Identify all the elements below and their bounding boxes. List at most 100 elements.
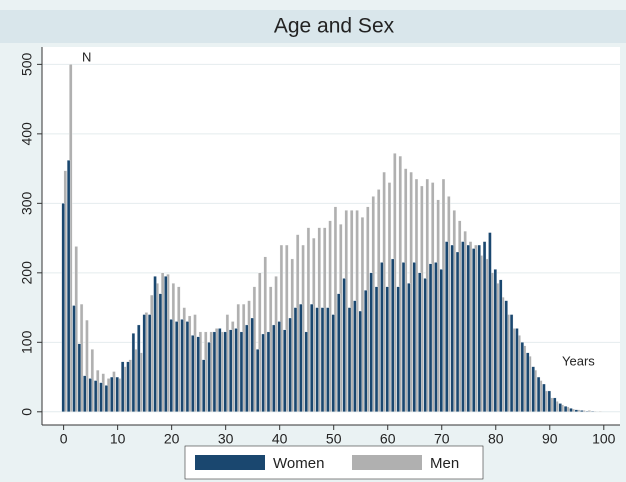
- bar: [77, 343, 82, 412]
- x-tick-label: 90: [542, 431, 558, 447]
- bar: [61, 203, 65, 412]
- bar: [175, 321, 179, 412]
- y-tick-label: 200: [19, 261, 35, 285]
- bar: [66, 160, 71, 412]
- bar: [385, 286, 389, 412]
- x-tick-label: 70: [434, 431, 450, 447]
- legend-label: Men: [430, 455, 459, 472]
- annotation: Years: [562, 353, 595, 368]
- bar: [531, 366, 535, 412]
- bar: [164, 276, 168, 412]
- bar: [93, 380, 98, 412]
- bar: [455, 251, 460, 412]
- bar: [223, 331, 227, 412]
- bar: [585, 410, 589, 412]
- y-tick-label: 400: [19, 122, 35, 146]
- bar: [104, 385, 109, 412]
- bar: [488, 232, 492, 412]
- bar: [250, 317, 254, 412]
- bar: [569, 408, 573, 412]
- bar: [466, 244, 470, 412]
- bar: [391, 258, 395, 412]
- legend-swatch: [195, 455, 265, 470]
- bar: [418, 272, 422, 412]
- bar: [515, 328, 519, 412]
- bar: [169, 319, 173, 412]
- bar: [126, 361, 130, 412]
- x-tick-label: 20: [164, 431, 180, 447]
- bar: [342, 278, 346, 412]
- bar: [196, 336, 200, 412]
- bar: [212, 331, 217, 412]
- bar: [358, 310, 362, 412]
- x-tick-label: 10: [110, 431, 126, 447]
- bar: [245, 324, 249, 412]
- chart-title: Age and Sex: [274, 15, 395, 38]
- bar: [396, 286, 400, 412]
- bar: [258, 272, 262, 412]
- bar: [331, 314, 335, 412]
- bar: [88, 378, 92, 412]
- bar: [369, 272, 373, 412]
- y-tick-label: 0: [19, 408, 35, 416]
- bars: [61, 64, 602, 412]
- bar: [434, 262, 438, 412]
- bar: [191, 335, 195, 412]
- legend-label: Women: [273, 455, 324, 472]
- bar: [229, 329, 233, 412]
- bar: [283, 329, 287, 412]
- x-tick-label: 100: [592, 431, 616, 447]
- bar: [574, 409, 579, 412]
- bar: [180, 319, 184, 412]
- bar: [299, 303, 303, 412]
- bar: [288, 317, 292, 412]
- bar: [320, 307, 325, 412]
- x-tick-label: 50: [326, 431, 342, 447]
- bar: [477, 244, 481, 412]
- bar: [364, 290, 368, 412]
- bar: [85, 319, 89, 412]
- bar: [72, 305, 76, 412]
- bar: [482, 241, 487, 412]
- bar: [499, 279, 503, 412]
- bar: [99, 382, 103, 412]
- bar: [598, 410, 602, 412]
- bar: [423, 278, 427, 412]
- bar: [337, 293, 341, 412]
- x-tick-label: 30: [218, 431, 234, 447]
- bar: [353, 300, 357, 412]
- bar: [261, 333, 265, 412]
- y-tick-label: 100: [19, 330, 35, 354]
- bar: [461, 241, 465, 412]
- bar: [542, 383, 546, 412]
- bar: [374, 286, 379, 412]
- bar: [407, 283, 411, 412]
- bar: [277, 321, 281, 412]
- bar: [536, 376, 541, 412]
- bar: [142, 314, 146, 412]
- bar: [293, 307, 298, 412]
- bar: [347, 307, 352, 412]
- y-tick-label: 300: [19, 191, 35, 215]
- x-tick-label: 60: [380, 431, 396, 447]
- bar: [580, 410, 584, 412]
- x-tick-label: 40: [272, 431, 288, 447]
- bar: [272, 324, 276, 412]
- bar: [526, 352, 530, 412]
- bar: [285, 244, 289, 412]
- bar: [218, 328, 222, 412]
- bar: [398, 155, 402, 412]
- bar: [412, 262, 416, 412]
- bar: [131, 333, 136, 412]
- legend-swatch: [352, 455, 422, 470]
- bar: [563, 406, 568, 412]
- bar: [450, 244, 454, 412]
- bar: [304, 331, 308, 412]
- bar: [185, 321, 190, 412]
- y-tick-label: 500: [19, 52, 35, 76]
- bar: [472, 248, 476, 412]
- axes: 0 100 200 300 400 500 0 10 20 30 40 50 60 70 80 90 100: [19, 47, 620, 447]
- bar: [310, 303, 314, 412]
- bar: [137, 324, 141, 412]
